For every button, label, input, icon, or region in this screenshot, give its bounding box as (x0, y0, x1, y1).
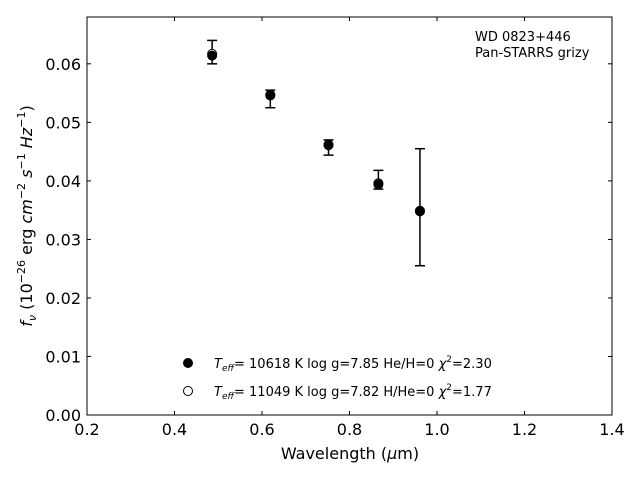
plot-frame (86, 16, 613, 416)
y-tick-label: 0.05 (45, 113, 81, 132)
x-tick-label: 0.2 (74, 420, 99, 439)
y-tick-label: 0.01 (45, 347, 81, 366)
point-filled (373, 179, 384, 190)
y-tick-label: 0.03 (45, 230, 81, 249)
legend-entry-2: Teff= 11049 K log g=7.82 H/He=0 χ2=1.77 (214, 383, 492, 402)
x-tick-label: 1.2 (512, 420, 537, 439)
chart-marks (207, 39, 425, 267)
y-tick-label: 0.00 (45, 406, 81, 425)
point-filled (414, 206, 425, 217)
x-axis-label: Wavelength (μm) (281, 444, 419, 463)
legend: Teff= 10618 K log g=7.85 He/H=0 χ2=2.30 … (183, 355, 492, 402)
x-tick-label: 1.0 (424, 420, 449, 439)
point-filled (207, 50, 218, 61)
x-axis-ticks: 0.2 0.4 0.6 0.8 1.0 1.2 1.4 (74, 17, 625, 439)
point-filled (265, 90, 276, 101)
legend-marker-filled (183, 358, 193, 368)
annotation-line-1: WD 0823+446 (475, 30, 571, 45)
legend-marker-open (183, 386, 193, 396)
x-tick-label: 0.8 (337, 420, 362, 439)
y-tick-label: 0.02 (45, 289, 81, 308)
annotation-line-2: Pan-STARRS grizy (475, 46, 590, 61)
legend-entry-1: Teff= 10618 K log g=7.85 He/H=0 χ2=2.30 (214, 355, 492, 374)
x-tick-label: 0.6 (249, 420, 274, 439)
y-tick-label: 0.04 (45, 172, 81, 191)
y-axis-ticks: 0.00 0.01 0.02 0.03 0.04 0.05 0.06 (45, 55, 612, 425)
y-tick-label: 0.06 (45, 55, 81, 74)
point-filled (323, 140, 334, 151)
y-axis-label: fν (10−26 erg cm−2 s−1 Hz−1) (15, 105, 39, 326)
x-tick-label: 1.4 (599, 420, 624, 439)
x-tick-label: 0.4 (162, 420, 187, 439)
